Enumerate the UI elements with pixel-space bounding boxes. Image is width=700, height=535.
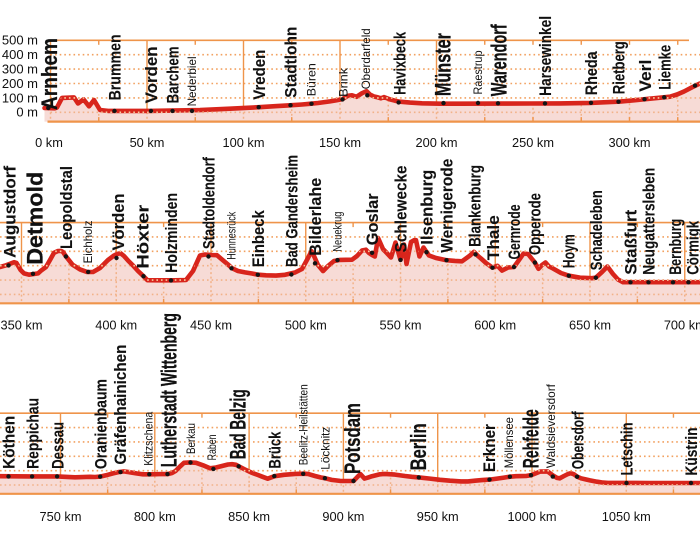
svg-text:Barchem: Barchem (163, 46, 182, 103)
svg-text:Harsewinkel: Harsewinkel (536, 16, 555, 96)
svg-text:Brink: Brink (337, 67, 351, 97)
svg-text:Oberdarfeld: Oberdarfeld (359, 28, 373, 89)
svg-text:950 km: 950 km (417, 509, 459, 524)
svg-text:Opperode: Opperode (526, 193, 545, 255)
svg-text:Münster: Münster (431, 33, 456, 96)
svg-text:Goslar: Goslar (363, 193, 382, 245)
svg-text:Vreden: Vreden (250, 50, 269, 100)
svg-text:750 km: 750 km (40, 509, 82, 524)
svg-text:250 km: 250 km (512, 135, 554, 150)
svg-text:Havixbeck: Havixbeck (390, 32, 409, 95)
svg-text:Höxter: Höxter (133, 204, 152, 268)
svg-text:Berlin: Berlin (406, 423, 431, 470)
svg-text:1050 km: 1050 km (602, 509, 651, 524)
svg-text:Klitzschena: Klitzschena (142, 412, 156, 466)
svg-text:Gernrode: Gernrode (505, 205, 524, 260)
svg-text:100 m: 100 m (2, 90, 38, 105)
svg-text:Holzminden: Holzminden (162, 193, 181, 273)
svg-text:700 km: 700 km (664, 318, 700, 333)
svg-text:Reppichau: Reppichau (24, 398, 43, 469)
svg-text:Arnhem: Arnhem (37, 38, 62, 110)
svg-text:Raestrup: Raestrup (471, 50, 485, 94)
svg-text:Eichholz: Eichholz (81, 220, 95, 263)
svg-text:Thale: Thale (484, 215, 503, 260)
svg-text:Bad Gandersheim: Bad Gandersheim (282, 155, 301, 267)
svg-text:Neugattersleben: Neugattersleben (640, 168, 659, 275)
svg-text:Liemke: Liemke (656, 45, 675, 90)
svg-text:400 km: 400 km (95, 318, 137, 333)
svg-text:500 m: 500 m (2, 33, 38, 48)
svg-text:Vörden: Vörden (109, 194, 128, 251)
svg-text:Wernigerode: Wernigerode (437, 159, 456, 253)
svg-text:Köthen: Köthen (0, 416, 18, 469)
svg-text:300 m: 300 m (2, 62, 38, 77)
svg-text:Ilsenburg: Ilsenburg (417, 170, 436, 245)
svg-text:Stadtoldendorf: Stadtoldendorf (199, 157, 218, 249)
svg-text:350 km: 350 km (1, 318, 43, 333)
svg-text:Bernburg: Bernburg (666, 219, 685, 275)
svg-text:200 km: 200 km (416, 135, 458, 150)
svg-text:Schadeleben: Schadeleben (587, 190, 606, 270)
svg-text:850 km: 850 km (228, 509, 270, 524)
svg-text:Möllensee: Möllensee (502, 417, 516, 468)
svg-text:800 km: 800 km (134, 509, 176, 524)
svg-text:Blankenburg: Blankenburg (465, 165, 484, 247)
svg-text:Brück: Brück (265, 431, 284, 468)
svg-text:450 km: 450 km (190, 318, 232, 333)
svg-text:Brummen: Brummen (106, 34, 125, 100)
svg-text:150 km: 150 km (319, 135, 361, 150)
svg-text:Küstrin: Küstrin (682, 428, 700, 476)
svg-text:550 km: 550 km (380, 318, 422, 333)
svg-text:Büren: Büren (305, 63, 319, 96)
svg-text:400 m: 400 m (2, 47, 38, 62)
svg-text:Neuekrug: Neuekrug (331, 212, 345, 252)
svg-text:Augustdorf: Augustdorf (0, 166, 19, 258)
svg-text:Oranienbaum: Oranienbaum (92, 379, 111, 469)
svg-text:Gräfenhainichen: Gräfenhainichen (111, 345, 130, 465)
svg-text:0 km: 0 km (35, 135, 63, 150)
svg-text:Hoym: Hoym (560, 234, 579, 268)
svg-text:Raben: Raben (205, 434, 219, 460)
svg-text:Staßfurt: Staßfurt (622, 209, 641, 274)
svg-text:Waldsieversdorf: Waldsieversdorf (544, 383, 558, 468)
svg-text:Leopoldstal: Leopoldstal (57, 166, 76, 249)
svg-text:Hunnesrück: Hunnesrück (225, 211, 239, 260)
svg-text:Schlewecke: Schlewecke (391, 165, 410, 252)
svg-text:Berkau: Berkau (184, 423, 198, 454)
svg-text:Obersdorf: Obersdorf (569, 411, 588, 469)
svg-text:650 km: 650 km (569, 318, 611, 333)
svg-text:Bad Belzig: Bad Belzig (226, 389, 251, 459)
svg-text:Warendorf: Warendorf (487, 24, 512, 96)
svg-text:500 km: 500 km (285, 318, 327, 333)
svg-text:Rheda: Rheda (582, 51, 601, 95)
svg-text:Verl: Verl (636, 60, 655, 92)
svg-text:Rietberg: Rietberg (610, 41, 629, 94)
svg-text:100 km: 100 km (223, 135, 265, 150)
svg-text:Letschin: Letschin (618, 423, 637, 476)
svg-text:900 km: 900 km (322, 509, 364, 524)
svg-text:200 m: 200 m (2, 76, 38, 91)
svg-text:1000 km: 1000 km (507, 509, 556, 524)
svg-text:600 km: 600 km (474, 318, 516, 333)
svg-text:50 km: 50 km (130, 135, 165, 150)
svg-text:Potsdam: Potsdam (340, 403, 365, 474)
svg-text:Detmold: Detmold (23, 172, 48, 265)
svg-text:Rehfelde: Rehfelde (519, 409, 544, 468)
svg-text:Dessau: Dessau (49, 422, 68, 469)
svg-text:0 m: 0 m (16, 105, 38, 120)
svg-text:Einbeck: Einbeck (249, 210, 268, 267)
svg-text:Vorden: Vorden (142, 46, 161, 103)
svg-text:Löcknitz: Löcknitz (319, 427, 333, 470)
svg-text:Erkner: Erkner (480, 424, 499, 472)
svg-text:Lutherstadt Wittenberg: Lutherstadt Wittenberg (157, 313, 182, 467)
svg-text:300 km: 300 km (609, 135, 651, 150)
svg-text:Nederbiel: Nederbiel (185, 56, 199, 106)
svg-text:Beelitz-Heilstätten: Beelitz-Heilstätten (297, 384, 311, 465)
svg-text:Stadtlohn: Stadtlohn (281, 27, 300, 98)
svg-text:Bilderlahe: Bilderlahe (306, 178, 325, 256)
svg-text:Cörmigk: Cörmigk (684, 220, 700, 274)
